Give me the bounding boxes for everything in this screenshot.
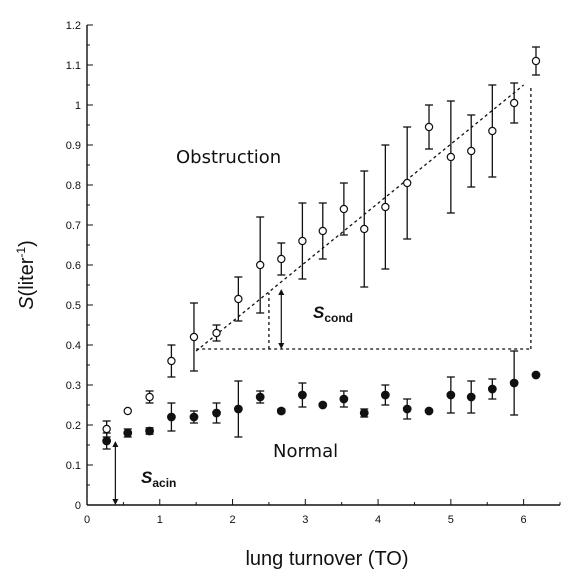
y-tick-label: 1.2 [66,20,81,32]
obstruction-point [189,332,199,342]
normal-point [487,384,497,394]
y-tick-label: 1 [75,100,81,112]
normal-point [509,378,519,388]
normal-point [102,436,112,446]
obstruction-point [234,294,243,304]
normal-point [145,426,154,436]
obstruction-point [298,236,307,246]
normal-point [255,392,265,402]
y-axis-title: S(liter-1) [14,240,38,310]
y-axis-title-main: S [16,296,38,310]
obstruction-point [102,424,111,434]
y-tick-label: 0 [75,500,81,512]
error-bars [102,46,540,450]
normal-point [446,390,456,400]
normal-point [531,370,541,380]
y-tick-label: 0.2 [66,420,81,432]
obstruction-point [339,204,349,214]
y-tick-label: 0.3 [66,380,81,392]
obstruction-point [446,152,456,162]
obstruction-point [467,146,476,156]
sacin-sub: acin [152,476,176,490]
y-tick-label: 0.6 [66,260,81,272]
obstruction-point [167,356,176,366]
sacin-arrow-head-bottom [112,499,119,505]
obstruction-point [531,56,541,66]
x-tick-label: 5 [448,514,454,526]
normal-point [167,412,176,422]
scond-arrow-head-bottom [278,343,285,349]
normal-point [276,406,286,416]
normal-point [297,390,307,400]
sacin-main: S [141,468,153,487]
y-tick-label: 0.9 [66,140,81,152]
obstruction-point [255,260,265,270]
y-tick-label: 0.8 [66,180,81,192]
obstruction-point [212,328,221,338]
x-tick-label: 4 [375,514,381,526]
x-axis-title: lung turnover (TO) [245,548,408,570]
obstruction-point [424,122,434,132]
sacin-arrow-head-top [112,441,119,447]
obstruction-point [123,406,132,416]
y-tick-label: 0.1 [66,460,81,472]
scond-arrow-head-top [278,289,285,295]
x-tick-label: 2 [229,514,235,526]
normal-point [339,394,349,404]
normal-point [318,400,328,410]
normal-point [380,390,390,400]
axes: 0 0.1 0.2 0.3 0.4 0.5 0.6 0.7 0.8 0.9 1 1.1 1.2 0 1 2 3 4… [66,20,561,526]
x-tick-label: 6 [521,514,527,526]
y-tick-label: 0.7 [66,220,81,232]
normal-label: Normal [273,441,338,462]
y-axis-title-unit: (liter [16,257,38,296]
normal-point [359,408,369,418]
obstruction-point [318,226,327,236]
x-tick-label: 3 [302,514,308,526]
obstruction-point [488,126,497,136]
obstruction-point [277,254,286,264]
fit-line [195,84,525,352]
data-points [102,56,541,446]
normal-point [466,392,476,402]
normal-point [424,406,434,416]
obstruction-point [509,98,519,108]
obstruction-point [402,178,412,188]
obstruction-point [381,202,390,212]
normal-point [123,428,133,438]
normal-point [233,404,243,414]
x-tick-label: 0 [84,514,90,526]
obstruction-point [360,224,369,234]
sacin-label: Sacin [141,468,176,490]
obstruction-label: Obstruction [176,147,281,168]
guide-lines [112,84,532,505]
y-tick-label: 1.1 [66,60,81,72]
x-tick-label: 1 [157,514,163,526]
normal-point [402,404,412,414]
obstruction-point [145,392,154,402]
normal-point [212,408,221,418]
normal-point [189,412,199,422]
y-axis-title-exp: -1 [14,247,28,258]
scond-main: S [313,303,325,322]
y-axis-title-close: ) [16,240,38,247]
y-tick-label: 0.4 [66,340,81,352]
y-tick-label: 0.5 [66,300,81,312]
scond-sub: cond [324,311,353,325]
scond-label: Scond [313,303,353,325]
